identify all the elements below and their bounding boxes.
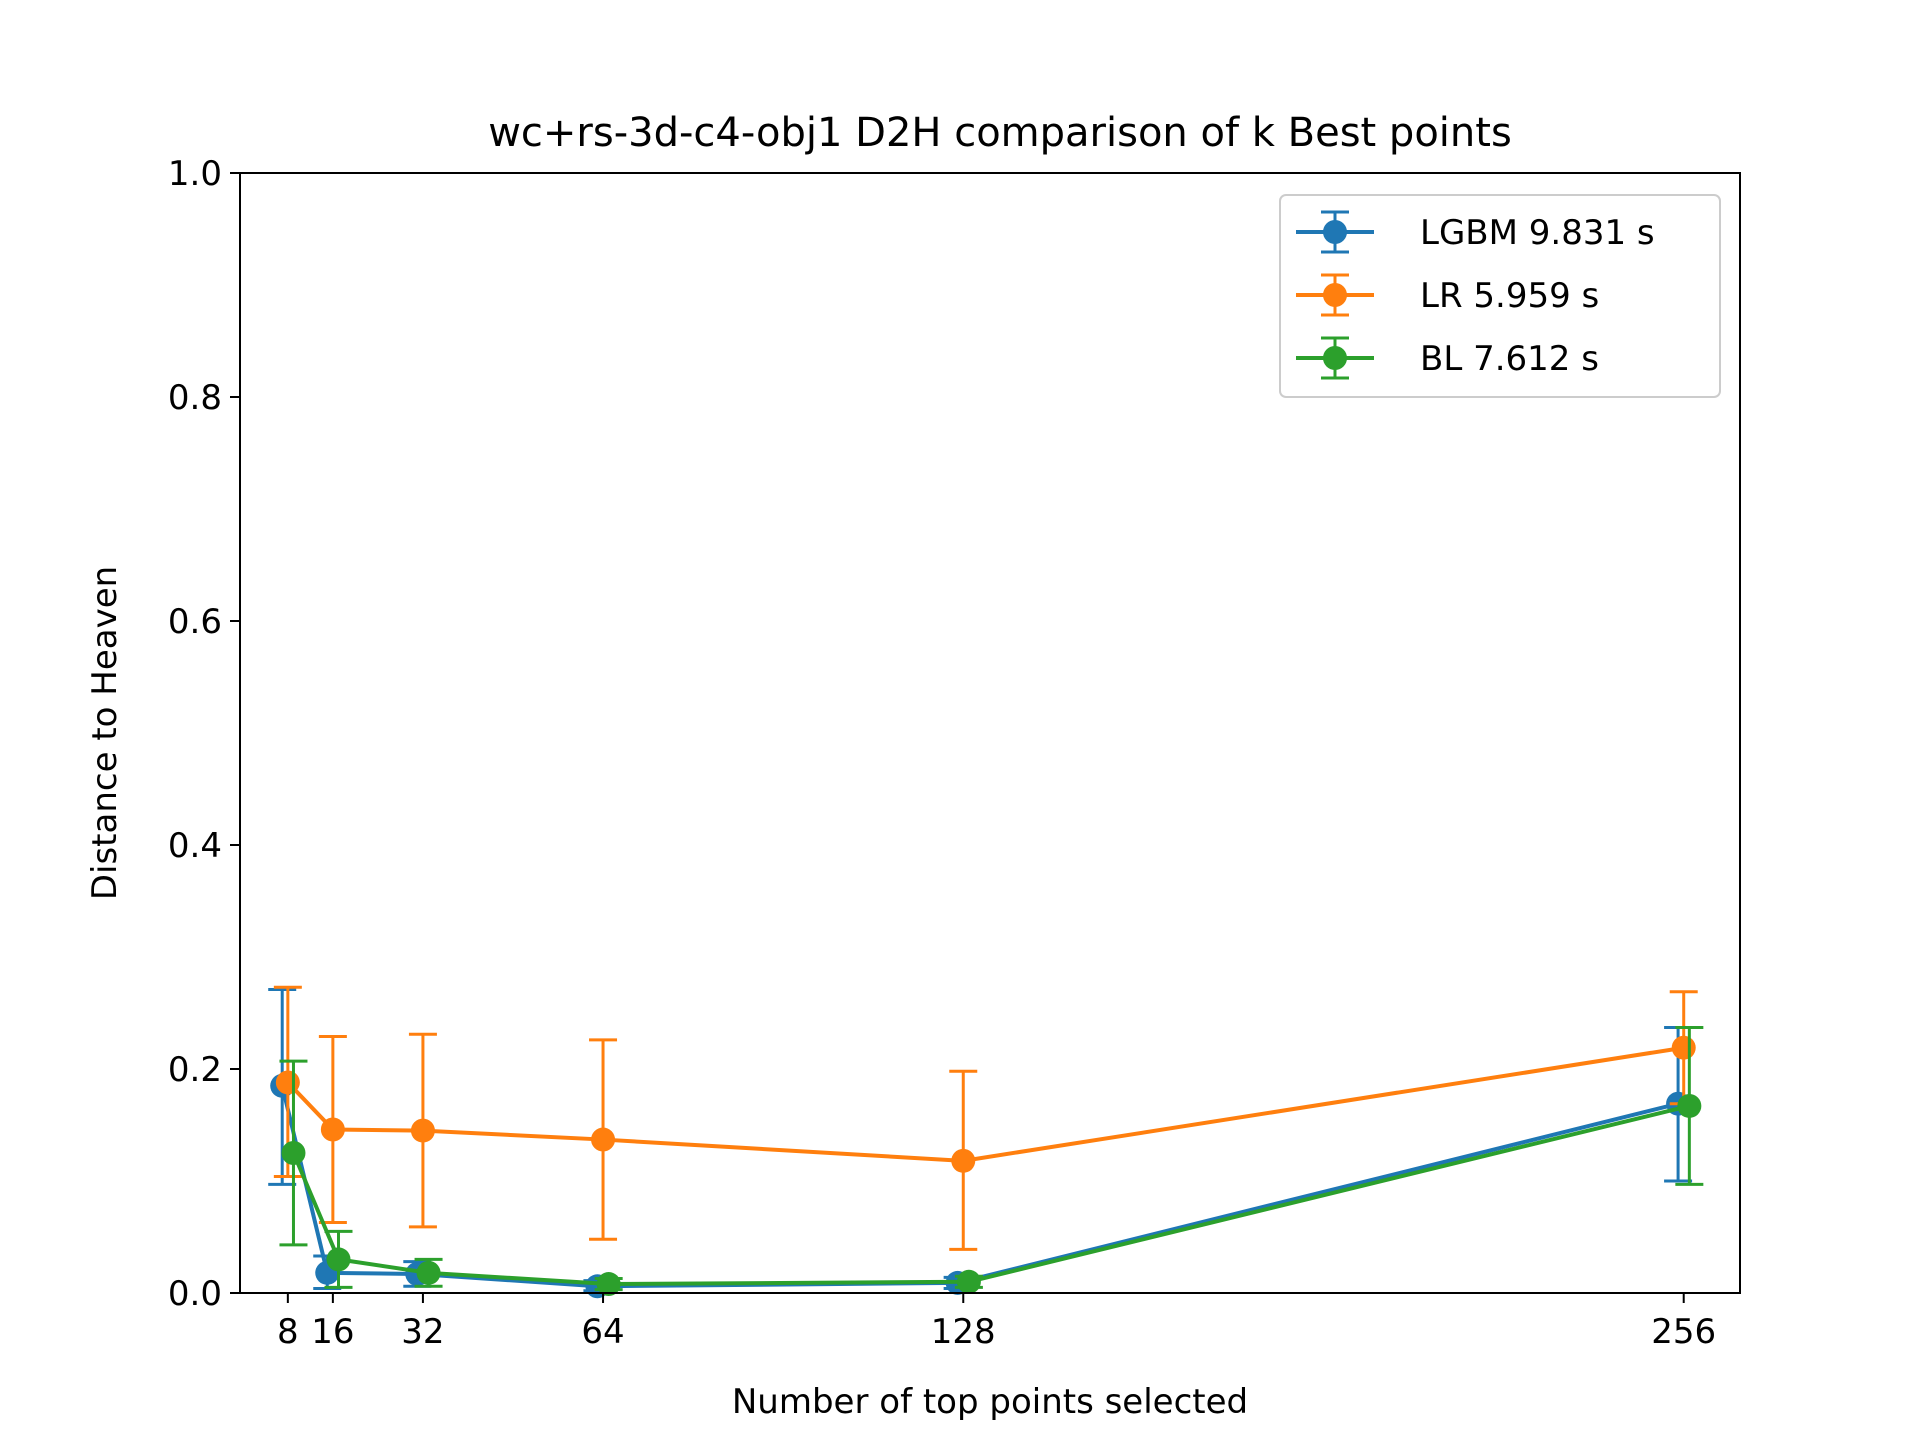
x-tick-label: 256 <box>1651 1312 1716 1352</box>
x-axis: 8 16 32 64 128 256 <box>277 1293 1716 1352</box>
legend-marker <box>1323 283 1347 307</box>
legend-entry: LGBM 9.831 s <box>1296 210 1655 254</box>
y-tick-label: 0.0 <box>168 1274 222 1314</box>
data-point <box>326 1247 351 1272</box>
data-point <box>596 1272 621 1297</box>
y-tick-label: 0.4 <box>168 826 222 866</box>
chart-title: wc+rs-3d-c4-obj1 D2H comparison of k Bes… <box>488 110 1512 156</box>
legend-frame <box>1279 194 1721 398</box>
data-point <box>320 1117 345 1142</box>
series-line <box>280 1085 1679 1289</box>
data-point <box>591 1127 616 1152</box>
x-tick-label: 128 <box>931 1312 996 1352</box>
legend-marker <box>1323 346 1347 370</box>
data-point <box>956 1269 981 1294</box>
y-tick-label: 0.2 <box>168 1050 222 1090</box>
legend-label: LR 5.959 s <box>1420 276 1599 316</box>
legend-label: LGBM 9.831 s <box>1420 213 1655 253</box>
data-point <box>1671 1035 1696 1060</box>
data-point <box>410 1118 435 1143</box>
series-line <box>291 1104 1690 1287</box>
x-tick-label: 16 <box>311 1312 354 1352</box>
legend-marker <box>1323 220 1347 244</box>
legend-label: BL 7.612 s <box>1420 339 1599 379</box>
legend-entry: BL 7.612 s <box>1296 336 1599 380</box>
data-point <box>951 1148 976 1173</box>
y-axis-label: Distance to Heaven <box>85 566 125 900</box>
y-tick-label: 1.0 <box>168 154 222 194</box>
data-point <box>416 1260 441 1285</box>
x-tick-label: 32 <box>401 1312 444 1352</box>
data-point <box>1677 1093 1702 1118</box>
y-tick-label: 0.8 <box>168 378 222 418</box>
x-tick-label: 64 <box>581 1312 624 1352</box>
legend-entry: LR 5.959 s <box>1296 273 1599 317</box>
data-point <box>281 1141 306 1165</box>
x-tick-label: 8 <box>277 1312 299 1352</box>
y-tick-label: 0.6 <box>168 602 222 642</box>
data-point <box>275 1070 300 1095</box>
y-axis: 0.0 0.2 0.4 0.6 0.8 1.0 <box>168 154 240 1314</box>
legend: LGBM 9.831 s LR 5.959 s BL 7.612 s <box>1279 194 1721 398</box>
x-axis-label: Number of top points selected <box>732 1382 1248 1422</box>
series-3 <box>279 1026 1704 1297</box>
plot-area <box>268 985 1704 1299</box>
axes-frame <box>239 172 1741 1294</box>
